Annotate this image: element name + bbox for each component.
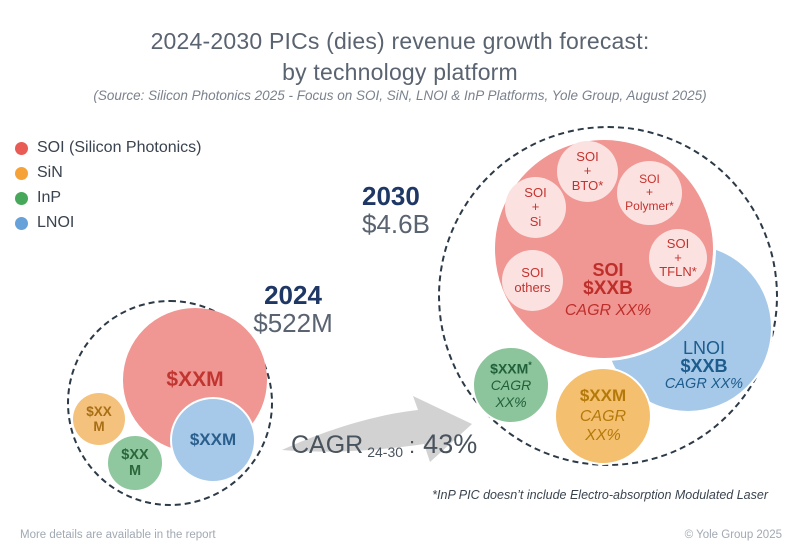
legend-item-lnoi: LNOI — [15, 214, 202, 231]
bubble-soi-others: SOI others — [502, 250, 563, 311]
bubble-soi-tfln: SOI + TFLN* — [649, 229, 707, 287]
soi-2030-value: $XXB — [583, 278, 633, 299]
bubble-inp-2030-cagr-label: CAGR — [490, 377, 532, 394]
total-2030: $4.6B — [362, 209, 430, 239]
legend-label-lnoi: LNOI — [37, 214, 75, 231]
bubble-sin-2024: $XX M — [73, 393, 125, 445]
cluster-outline-2030 — [438, 126, 778, 466]
bubble-inp-2030-cagr-value: XX% — [495, 393, 527, 410]
bubble-soi-tfln-label: SOI + TFLN* — [659, 235, 697, 280]
bubble-soi-bto-label: SOI + BTO* — [571, 149, 604, 193]
bubble-soi-polymer-label: SOI + Polymer* — [625, 172, 674, 213]
legend-label-sin: SiN — [37, 164, 63, 181]
cluster-outline-2024 — [67, 300, 273, 506]
bubble-soi-polymer: SOI + Polymer* — [617, 161, 682, 225]
legend-dot-lnoi-icon — [15, 216, 28, 230]
inp-footnote: *InP PIC doesn’t include Electro-absorpt… — [432, 488, 768, 502]
cagr-annotation: CAGR 24-30 : 43% — [291, 429, 477, 460]
bubble-soi-bto: SOI + BTO* — [557, 141, 618, 202]
bubble-sin-2024-value: $XX M — [86, 403, 112, 434]
legend-label-soi: SOI (Silicon Photonics) — [37, 139, 202, 156]
bubble-soi-si: SOI + Si — [505, 177, 566, 238]
legend-item-sin: SiN — [15, 164, 202, 181]
soi-2030-cagr: CAGR XX% — [564, 302, 652, 319]
inp-footnote-star: * — [528, 359, 532, 370]
year-2024: 2024 — [264, 280, 322, 310]
legend-item-soi: SOI (Silicon Photonics) — [15, 139, 202, 156]
cagr-annotation-label: CAGR — [291, 431, 364, 459]
bubble-soi-2024-value: $XXM — [166, 368, 224, 391]
footer-copyright: © Yole Group 2025 — [684, 529, 782, 541]
bubble-inp-2024-value: $XX M — [121, 446, 149, 479]
page-title: 2024-2030 PICs (dies) revenue growth for… — [0, 26, 800, 88]
bubble-sin-2030-cagr-label: CAGR — [579, 407, 627, 425]
lnoi-2030-cagr: CAGR XX% — [664, 376, 744, 392]
bubble-lnoi-2024-value: $XXM — [189, 430, 237, 449]
lnoi-2030-name: LNOI — [682, 338, 725, 358]
bubble-sin-2030-value: $XXM — [579, 386, 627, 406]
bubble-sin-2030-cagr-value: XX% — [585, 427, 621, 445]
cagr-annotation-separator: : — [409, 433, 416, 458]
bubble-inp-2030: $XXM* CAGR XX% — [472, 346, 550, 424]
cagr-annotation-subscript: 24-30 — [367, 444, 404, 460]
source-note: (Source: Silicon Photonics 2025 - Focus … — [93, 88, 707, 103]
legend-dot-sin-icon — [15, 166, 28, 180]
legend-item-inp: InP — [15, 189, 202, 206]
legend-dot-soi-icon — [15, 141, 28, 155]
year-label-2030: 2030 $4.6B — [362, 183, 430, 239]
page-title-line2: by technology platform — [282, 59, 518, 85]
lnoi-2030-value: $XXB — [680, 356, 728, 376]
bubble-lnoi-2024: $XXM — [170, 397, 256, 483]
legend-label-inp: InP — [37, 189, 62, 206]
page-title-line1: 2024-2030 PICs (dies) revenue growth for… — [150, 28, 650, 54]
bubble-soi-others-label: SOI others — [514, 265, 551, 295]
bubble-sin-2030: $XXM CAGR XX% — [554, 367, 652, 465]
legend-dot-inp-icon — [15, 191, 28, 205]
bubble-inp-2030-value: $XXM* — [490, 359, 532, 377]
cagr-arrow-icon — [282, 396, 472, 462]
bubble-soi-si-label: SOI + Si — [524, 185, 547, 229]
soi-2030-name: SOI — [592, 260, 624, 280]
footer-more-details: More details are available in the report — [20, 529, 216, 541]
bubble-lnoi-2030-label: LNOI $XXB CAGR XX% — [645, 339, 763, 393]
year-label-2024: 2024 $522M — [245, 282, 341, 338]
year-2030: 2030 — [362, 181, 420, 211]
cagr-annotation-value: 43% — [423, 429, 478, 459]
bubble-inp-2024: $XX M — [106, 434, 164, 492]
chart-legend: SOI (Silicon Photonics) SiN InP LNOI — [15, 139, 202, 231]
bubble-soi-2030-label: SOI $XXB CAGR XX% — [543, 261, 673, 321]
total-2024: $522M — [253, 308, 333, 338]
